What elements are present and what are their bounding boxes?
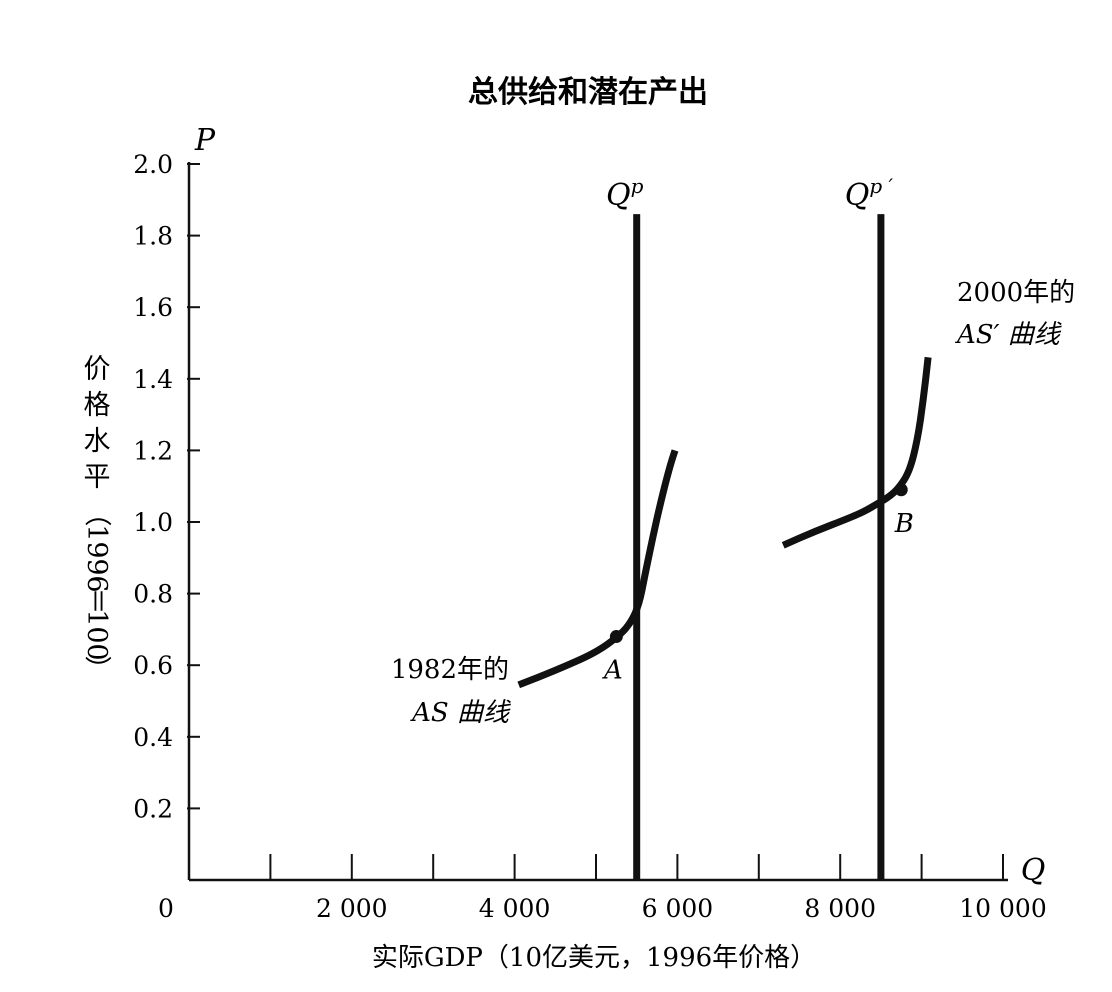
y-axis-label-char: 0 [81,643,112,660]
y-axis-label-char: 格 [84,390,111,421]
y-tick-label: 0.6 [133,651,173,680]
point-b-label: B [894,509,914,539]
y-axis-letter: P [194,123,216,158]
y-axis-label-char: 水 [84,426,111,457]
x-tick-label: 10 000 [959,894,1046,923]
y-axis-label-char: 平 [84,462,111,493]
x-tick-label: 6 000 [642,894,714,923]
y-axis-label-char: 价 [84,354,111,385]
y-tick-label: 1.8 [133,222,173,251]
y-tick-label: 1.6 [133,293,173,322]
y-axis-label-char: 9 [81,541,112,558]
y-axis: P 0.2 0.4 0.6 0.8 1.0 1.2 1.4 1.6 1.8 2.0 [133,123,216,880]
x-tick-label: 2 000 [316,894,388,923]
y-axis-label-char: 1 [81,609,112,626]
point-a-label: A [602,656,623,686]
y-axis-label-char: 9 [81,558,112,575]
chart-title: 总供给和潜在产出 [468,75,708,110]
as-curve-1982 [517,449,679,689]
as-1982-annotation: 1982年的 AS 曲线 [391,655,512,728]
y-tick-label: 1.4 [133,365,173,394]
y-axis-label-char: （ [81,500,112,527]
as-2000-label-line2: AS′ 曲线 [955,320,1063,350]
y-tick-label: 0.2 [133,794,173,823]
as-curve-2000 [781,356,932,549]
potential-output-label: Qp [606,174,644,213]
as-2000-label-line1: 2000年的 [957,278,1075,308]
y-tick-label: 0.4 [133,723,173,752]
y-tick-label: 2.0 [133,150,173,179]
x-tick-label: 8 000 [804,894,876,923]
y-tick-label: 0.8 [133,580,173,609]
as-2000-annotation: 2000年的 AS′ 曲线 [955,278,1075,350]
as-1982-label-line1: 1982年的 [391,655,509,685]
point-a [609,630,623,644]
y-axis-label-char: ＝ [81,588,112,615]
y-axis-label-char: 1 [81,524,112,541]
x-axis: Q 0 2 000 4 000 6 000 8 000 10 000 [158,853,1047,923]
y-tick-label: 1.2 [133,436,173,465]
x-tick-label: 4 000 [479,894,551,923]
y-axis-label-char: 6 [81,575,112,592]
y-axis-label-char: 0 [81,626,112,643]
x-axis-letter: Q [1021,853,1046,888]
x-axis-label: 实际GDP（10亿美元，1996年价格） [372,943,816,973]
x-tick-label: 0 [158,894,174,923]
y-tick-label: 1.0 [133,508,173,537]
as-1982-label-line2: AS 曲线 [410,698,512,728]
point-b [894,483,908,497]
potential-output-label: Qp ′ [845,174,894,213]
y-axis-label-char: ） [81,656,112,683]
